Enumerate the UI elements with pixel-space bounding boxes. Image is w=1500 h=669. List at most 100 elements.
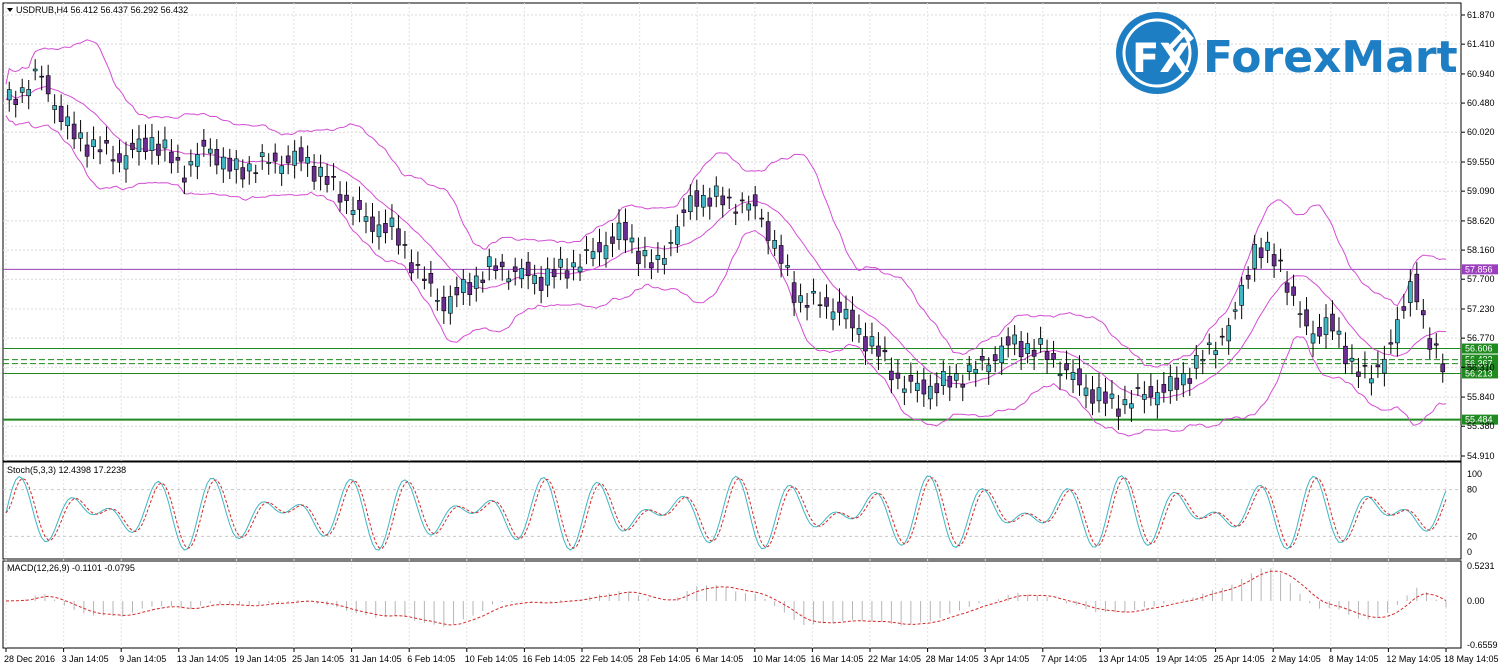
price-tick-label: 55.380 [1467, 421, 1495, 431]
candle-body [1343, 345, 1348, 365]
candle-body [577, 266, 583, 273]
price-tick-label: 57.700 [1467, 274, 1495, 284]
candle-body [506, 278, 512, 283]
candle-body [1336, 330, 1342, 335]
candle-body [136, 138, 142, 152]
candle-body [759, 217, 764, 220]
candle-body [1116, 408, 1121, 417]
time-tick-label: 25 Apr 14:05 [1214, 654, 1265, 664]
candle-body [1012, 334, 1017, 345]
candle-body [123, 155, 129, 170]
stoch-tick-label: 80 [1467, 485, 1477, 495]
candle-body [850, 309, 855, 329]
candle-body [629, 237, 635, 243]
candle-body [402, 244, 408, 246]
candle-body [1297, 313, 1303, 315]
candle-body [817, 304, 823, 307]
candle-body [292, 150, 297, 166]
candle-body [318, 166, 323, 177]
candle-body [220, 156, 226, 170]
candle-body [1018, 341, 1024, 358]
grid [3, 3, 1461, 648]
candle-body [1122, 399, 1128, 406]
candle-body [1356, 371, 1361, 377]
candle-body [973, 368, 979, 374]
price-tick-label: 56.770 [1467, 333, 1495, 343]
candle-body [889, 370, 894, 381]
candle-body [934, 383, 940, 394]
time-tick-label: 31 Jan 14:05 [350, 654, 402, 664]
level-tag [1462, 264, 1498, 275]
candle-body [519, 268, 524, 280]
level-tag [1462, 358, 1498, 369]
candle-body [1245, 274, 1251, 280]
candle-body [26, 89, 32, 97]
candle-body [1420, 310, 1426, 316]
candle-body [675, 226, 680, 245]
candle-body [272, 152, 278, 162]
macd-panel [2, 560, 1462, 649]
candle-body [45, 75, 51, 95]
candle-body [811, 290, 816, 294]
candle-body [19, 87, 25, 93]
candle-body [512, 266, 518, 272]
price-tick-label: 61.870 [1467, 10, 1495, 20]
time-tick-label: 13 Jan 14:05 [177, 654, 229, 664]
level-tag-label: 57.856 [1465, 264, 1493, 274]
candle-body [1168, 376, 1173, 392]
candle-body [798, 295, 803, 303]
candle-body [908, 375, 914, 382]
candle-body [1193, 355, 1199, 369]
candle-body [357, 200, 362, 210]
candle-body [486, 256, 492, 267]
candle-body [960, 383, 966, 388]
candle-body [597, 242, 602, 253]
candle-body [350, 210, 356, 215]
candle-body [1232, 309, 1238, 312]
time-tick-label: 28 Feb 14:05 [638, 654, 691, 664]
time-tick-label: 28 Mar 14:05 [926, 654, 979, 664]
candle-body [843, 308, 849, 320]
candle-body [473, 275, 479, 289]
candle-body [1206, 342, 1212, 345]
candle-body [623, 222, 628, 241]
candle-body [266, 161, 272, 164]
candle-body [104, 140, 109, 144]
candle-body [668, 242, 674, 244]
stoch-label: Stoch(5,3,3) 12.4398 17.2238 [7, 465, 126, 475]
time-tick-label: 10 Feb 14:05 [465, 654, 518, 664]
logo-arrow-icon [1168, 28, 1194, 50]
logo-badge-icon [1116, 12, 1198, 94]
candle-body [1317, 326, 1322, 337]
candle-body [1109, 393, 1115, 399]
candle-body [1414, 273, 1420, 303]
candle-body [1258, 247, 1264, 259]
logo-badge-text: FX [1132, 36, 1190, 82]
candle-body [551, 269, 557, 278]
candle-body [1291, 286, 1296, 296]
candle-body [376, 224, 382, 238]
candle-body [694, 190, 700, 207]
candle-body [1057, 373, 1063, 377]
candle-body [688, 195, 693, 213]
candle-body [1161, 384, 1167, 393]
price-tick-label: 58.620 [1467, 216, 1495, 226]
symbol-dropdown-icon[interactable] [7, 8, 13, 12]
candle-body [986, 364, 992, 373]
price-tick-label: 59.090 [1467, 186, 1495, 196]
candle-body [201, 139, 207, 147]
candle-body [1278, 259, 1283, 262]
candle-body [804, 305, 810, 308]
candle-body [525, 261, 531, 277]
candle-body [876, 345, 881, 357]
candle-body [1265, 241, 1270, 251]
candle-body [149, 137, 155, 151]
time-tick-label: 2 May 14:05 [1271, 654, 1321, 664]
time-tick-label: 16 Mar 14:05 [810, 654, 863, 664]
candle-body [227, 157, 233, 172]
candle-body [1433, 343, 1439, 346]
candle-body [538, 276, 544, 291]
bollinger-upper [5, 39, 1447, 368]
stoch-main-line [5, 475, 1447, 551]
candle-body [298, 147, 304, 162]
